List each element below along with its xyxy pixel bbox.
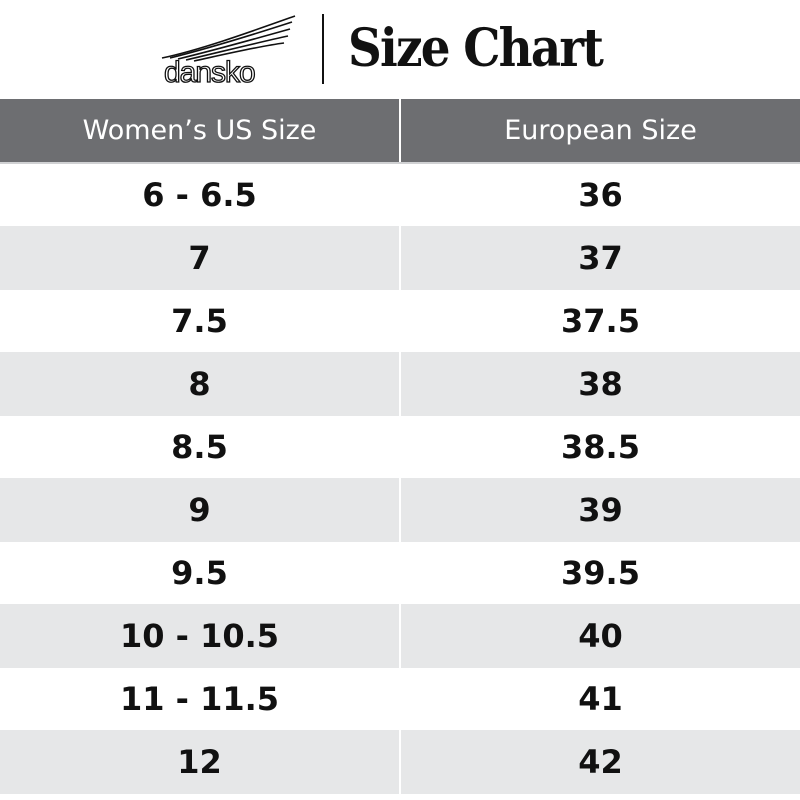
eu-size-cell: 37 — [400, 226, 800, 290]
eu-size-cell: 38 — [400, 352, 800, 416]
eu-size-cell: 39.5 — [400, 541, 800, 605]
table-row: 8.5 38.5 — [0, 415, 800, 479]
eu-size-cell: 37.5 — [400, 289, 800, 353]
chart-header: dansko Size Chart — [0, 0, 800, 98]
us-size-cell: 9.5 — [0, 541, 401, 605]
us-size-cell: 8 — [0, 352, 401, 416]
us-size-cell: 7.5 — [0, 289, 401, 353]
table-row: 7.5 37.5 — [0, 289, 800, 353]
table-row: 10 - 10.5 40 — [0, 604, 800, 668]
eu-size-cell: 42 — [400, 730, 800, 794]
table-header-row: Women’s US Size European Size — [0, 99, 800, 164]
eu-size-cell: 38.5 — [400, 415, 800, 479]
eu-size-cell: 40 — [400, 604, 800, 668]
table-row: 6 - 6.5 36 — [0, 163, 800, 227]
divider — [322, 14, 324, 84]
us-size-cell: 10 - 10.5 — [0, 604, 401, 668]
eu-size-cell: 41 — [400, 667, 800, 731]
table-row: 9 39 — [0, 478, 800, 542]
eu-size-cell: 36 — [400, 163, 800, 227]
eu-size-cell: 39 — [400, 478, 800, 542]
page-title: Size Chart — [348, 18, 604, 79]
us-size-cell: 12 — [0, 730, 401, 794]
us-size-cell: 6 - 6.5 — [0, 163, 401, 227]
table-row: 8 38 — [0, 352, 800, 416]
wing-icon — [161, 15, 296, 62]
us-size-cell: 11 - 11.5 — [0, 667, 401, 731]
logo-text: dansko — [163, 56, 256, 89]
column-header-eu: European Size — [400, 99, 800, 164]
table-row: 11 - 11.5 41 — [0, 667, 800, 731]
us-size-cell: 9 — [0, 478, 401, 542]
column-header-us: Women’s US Size — [0, 99, 401, 164]
table-row: 12 42 — [0, 730, 800, 794]
us-size-cell: 7 — [0, 226, 401, 290]
table-row: 7 37 — [0, 226, 800, 290]
us-size-cell: 8.5 — [0, 415, 401, 479]
size-table: Women’s US Size European Size 6 - 6.5 36 7… — [0, 99, 800, 794]
table-row: 9.5 39.5 — [0, 541, 800, 605]
dansko-logo: dansko — [160, 12, 300, 89]
